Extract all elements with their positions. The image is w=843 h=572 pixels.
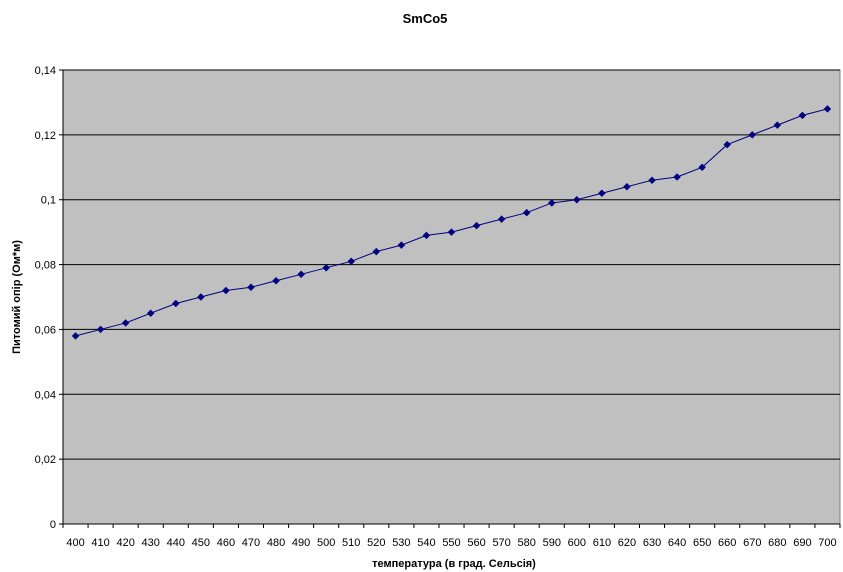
plot-area <box>62 69 841 525</box>
x-tick-label: 620 <box>618 537 636 549</box>
data-point <box>748 131 757 139</box>
data-point <box>472 221 481 230</box>
data-point <box>773 121 782 129</box>
data-point <box>422 231 431 240</box>
y-tick-label: 0,04 <box>35 389 56 401</box>
x-tick-label: 400 <box>66 537 84 549</box>
y-tick-label: 0,06 <box>35 324 56 336</box>
x-tick-label: 420 <box>116 537 134 549</box>
x-tick-label: 520 <box>367 537 385 549</box>
x-tick-label: 590 <box>543 537 561 549</box>
data-point <box>96 325 105 334</box>
y-tick-label: 0,02 <box>35 454 56 466</box>
x-tick-label: 440 <box>167 537 185 549</box>
data-point <box>648 176 656 185</box>
data-point <box>572 195 581 204</box>
y-axis-tick-labels: 0 0,02 0,04 0,06 0,08 0,1 0,12 0,14 <box>35 65 56 531</box>
data-point <box>497 215 506 224</box>
x-axis-title: температура (в град. Сельсія) <box>372 558 536 570</box>
x-tick-label: 640 <box>668 537 686 549</box>
x-tick-label: 470 <box>242 537 260 549</box>
x-tick-label: 530 <box>392 537 410 549</box>
data-point <box>698 163 706 172</box>
x-tick-label: 480 <box>267 537 285 549</box>
data-point <box>71 332 80 340</box>
x-tick-label: 690 <box>793 537 811 549</box>
data-point <box>247 283 255 292</box>
data-point <box>673 173 681 181</box>
data-point <box>598 189 606 198</box>
data-point <box>522 208 531 217</box>
x-tick-label: 630 <box>643 537 661 549</box>
x-tick-label: 500 <box>317 537 335 549</box>
x-tick-label: 560 <box>467 537 485 549</box>
data-point <box>447 228 456 236</box>
series <box>71 105 832 340</box>
y-tick-label: 0,1 <box>41 195 56 207</box>
y-tick-label: 0 <box>50 519 56 531</box>
y-tick-label: 0,08 <box>35 260 56 272</box>
x-tick-label: 510 <box>342 537 360 549</box>
x-tick-label: 460 <box>217 537 235 549</box>
data-point <box>372 247 381 256</box>
x-tick-label: 660 <box>718 537 736 549</box>
data-point <box>798 111 807 120</box>
x-tick-label: 610 <box>593 537 611 549</box>
x-axis-ticks <box>62 524 841 528</box>
x-tick-label: 550 <box>442 537 460 549</box>
x-tick-label: 700 <box>818 537 836 549</box>
gridlines <box>63 69 840 460</box>
data-point <box>823 105 832 113</box>
x-tick-label: 600 <box>568 537 586 549</box>
data-point <box>121 319 130 327</box>
x-tick-label: 580 <box>518 537 536 549</box>
x-tick-label: 430 <box>142 537 160 549</box>
chart-title: SmCo5 <box>403 11 448 26</box>
y-axis-ticks <box>59 69 63 525</box>
data-point <box>146 309 155 318</box>
x-tick-label: 450 <box>192 537 210 549</box>
data-point <box>623 182 631 191</box>
x-tick-label: 680 <box>768 537 786 549</box>
data-point <box>397 241 406 249</box>
x-axis-tick-labels: 400 410 420 430 440 450 460 470 480 490 500 510 520 5… <box>66 537 836 549</box>
x-tick-label: 670 <box>743 537 761 549</box>
y-tick-label: 0,12 <box>35 130 56 142</box>
data-point <box>272 276 280 285</box>
y-axis-title: Питомий опір (Ом*м) <box>11 240 23 354</box>
data-point <box>347 257 356 266</box>
data-point <box>723 140 732 149</box>
data-point <box>171 299 180 308</box>
y-tick-label: 0,14 <box>35 65 56 77</box>
x-tick-label: 540 <box>417 537 435 549</box>
x-tick-label: 570 <box>492 537 510 549</box>
data-point <box>322 263 331 272</box>
data-point <box>547 199 556 207</box>
data-point <box>222 286 230 295</box>
x-tick-label: 410 <box>91 537 109 549</box>
data-point <box>297 270 305 279</box>
x-tick-label: 490 <box>292 537 310 549</box>
x-tick-label: 650 <box>693 537 711 549</box>
data-point <box>197 293 205 301</box>
series-markers <box>71 105 832 340</box>
